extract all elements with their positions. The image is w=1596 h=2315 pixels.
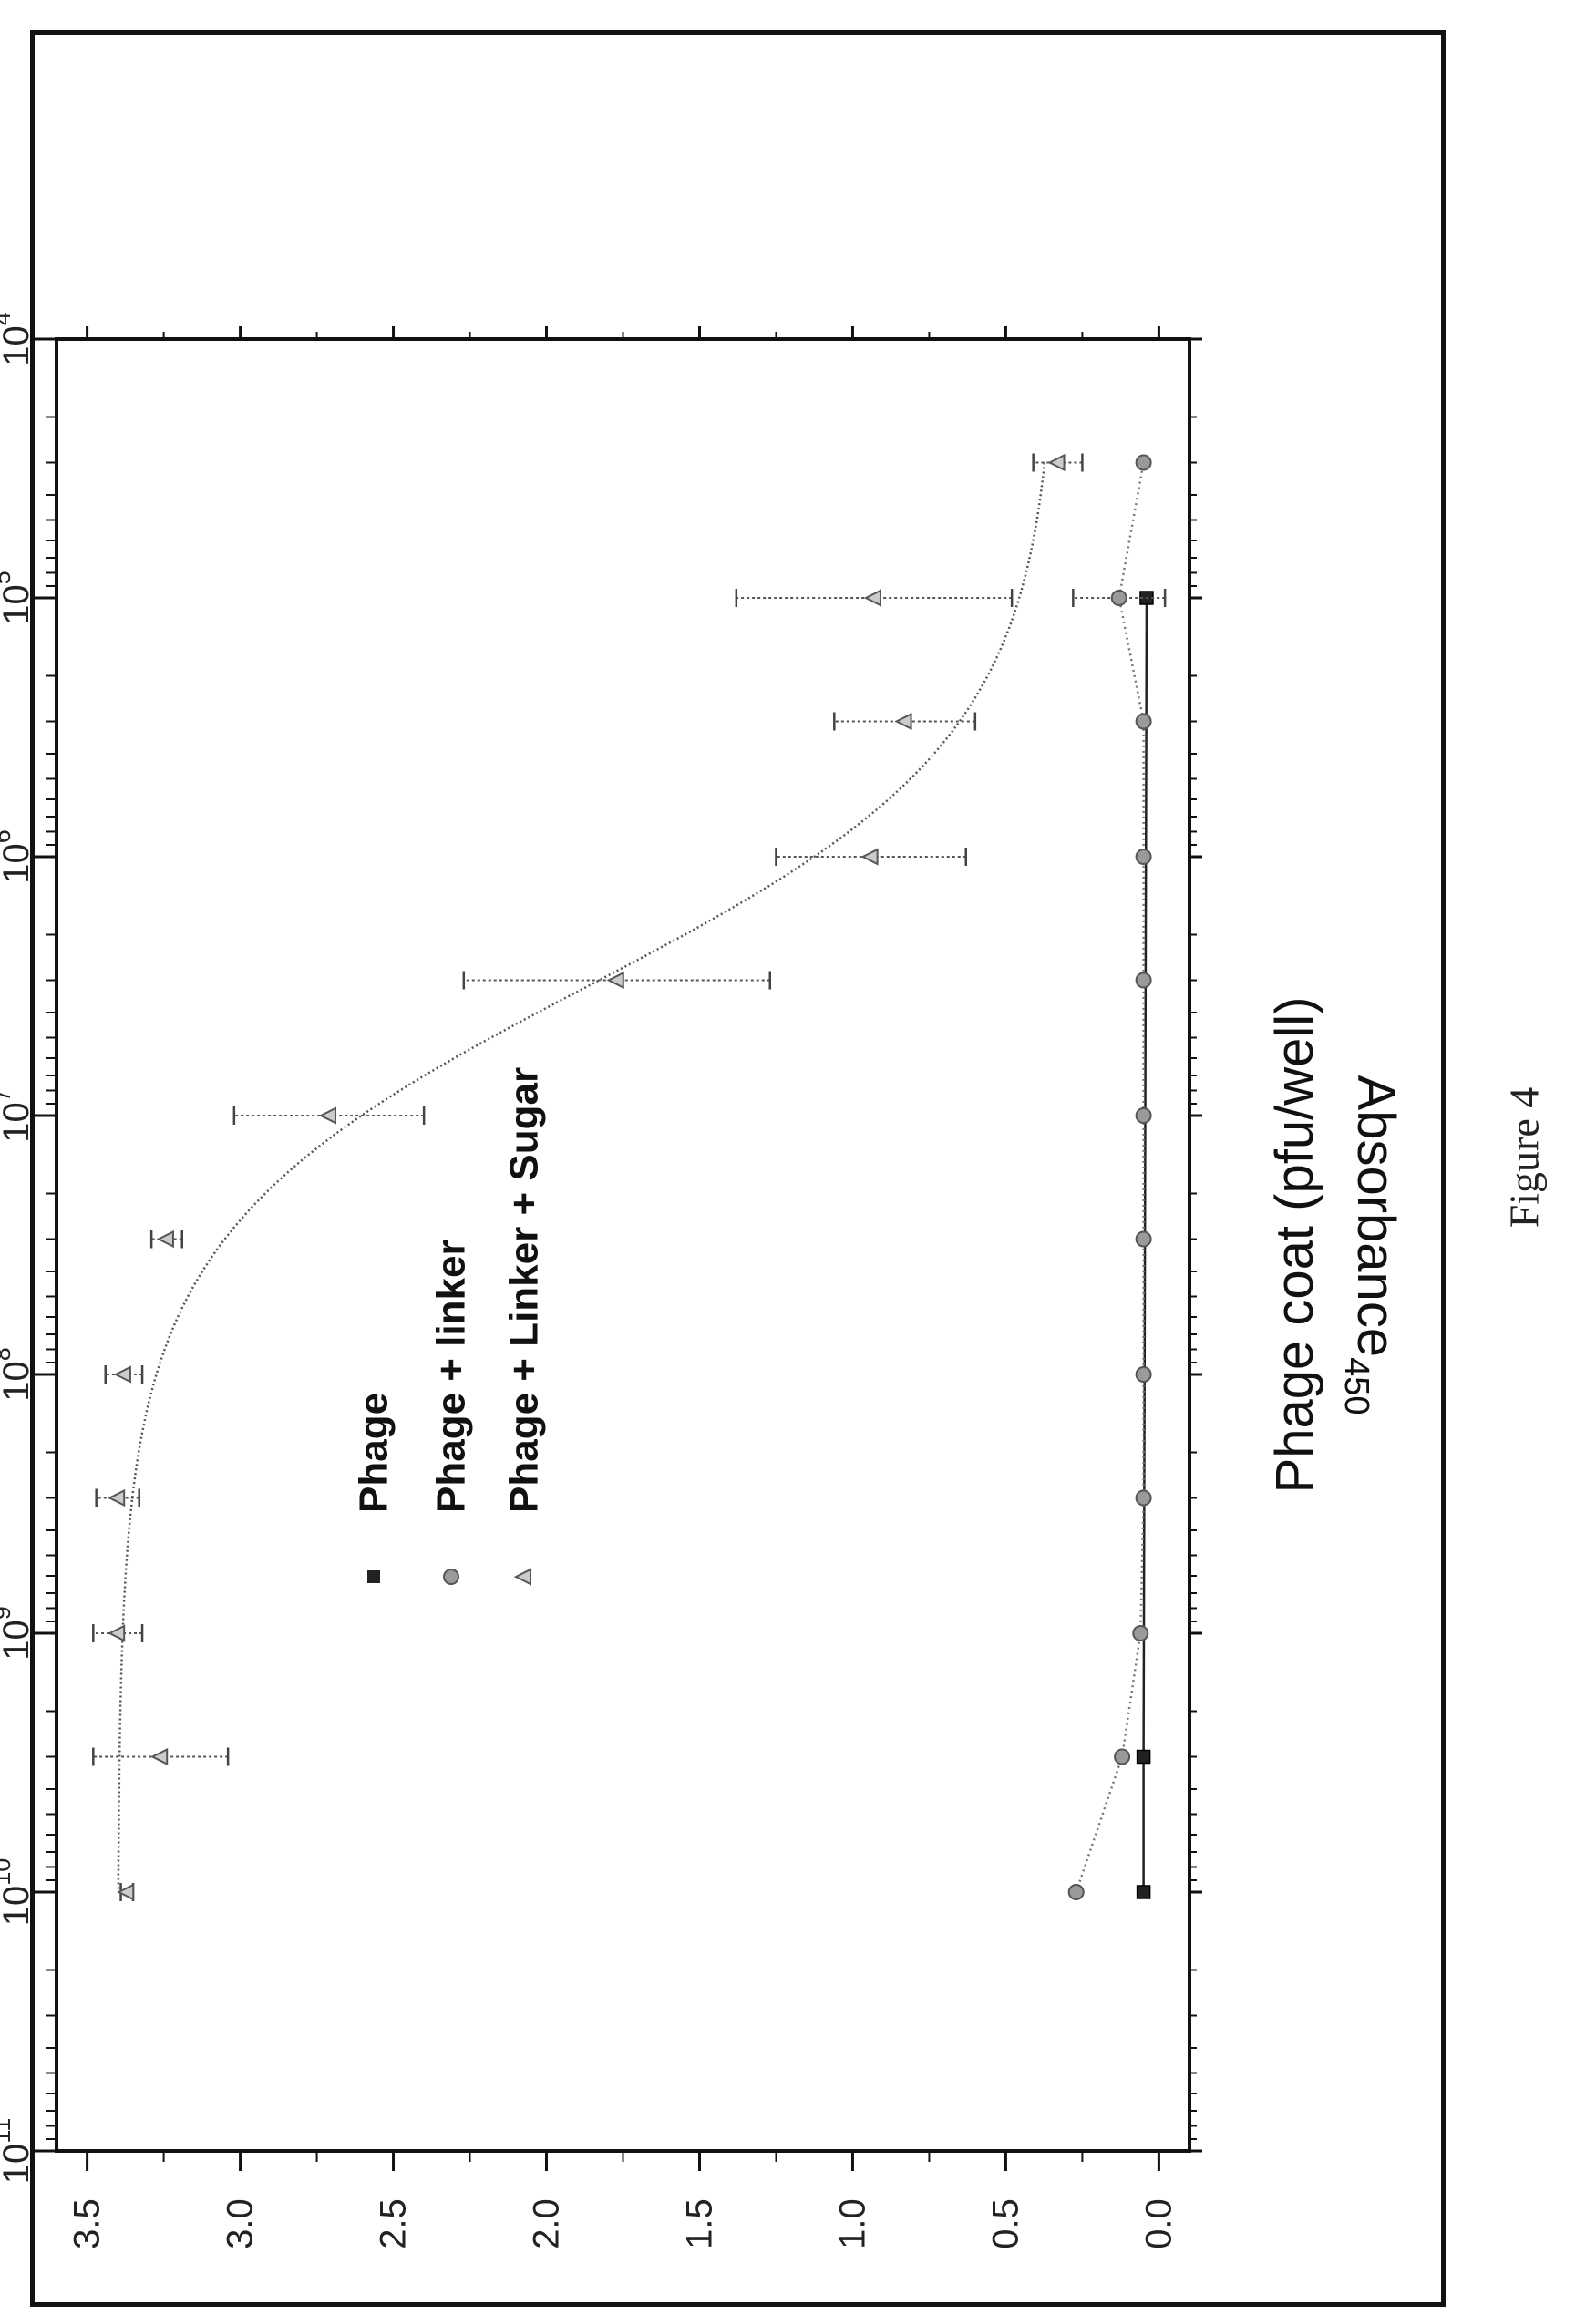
y-tick-label: 2.0 [527, 2198, 567, 2249]
legend-marker [443, 1569, 459, 1585]
y-tick-label: 1.0 [832, 2198, 872, 2249]
data-point [1136, 1885, 1151, 1899]
x-tick-label: 108 [0, 1347, 36, 1402]
figure-caption: Figure 4 [1500, 1086, 1548, 1229]
data-point [1135, 1489, 1152, 1507]
legend-marker [367, 1570, 380, 1583]
x-tick-label: 109 [0, 1606, 36, 1661]
y-tick-label: 2.5 [374, 2198, 414, 2249]
legend-label: Phage + linker [429, 1240, 474, 1513]
data-point [107, 1488, 126, 1507]
x-tick-label: 1011 [0, 2118, 36, 2185]
x-tick-label: 104 [0, 312, 36, 366]
data-point [606, 971, 624, 990]
legend-label: Phage [352, 1393, 396, 1513]
data-point [113, 1365, 131, 1384]
y-tick-label: 3.5 [67, 2198, 108, 2249]
legend-marker [513, 1568, 531, 1586]
data-point [117, 1883, 135, 1901]
series-line [1075, 462, 1145, 1893]
y-tick-label: 1.5 [679, 2198, 719, 2249]
y-axis-title: Absorbance450 [1337, 1075, 1406, 1415]
y-tick-label: 0.5 [985, 2198, 1025, 2249]
x-tick-label: 106 [0, 829, 36, 884]
x-tick-label: 105 [0, 571, 36, 625]
data-point [149, 1747, 169, 1766]
data-point [1114, 1748, 1131, 1765]
series-1 [1067, 454, 1167, 1900]
data-point [894, 712, 912, 731]
y-tick-label: 3.0 [221, 2198, 261, 2249]
data-point [318, 1106, 336, 1125]
x-axis-title: Phage coat (pfu/well) [1265, 997, 1324, 1494]
data-point [1135, 1107, 1152, 1124]
data-point [860, 848, 879, 866]
legend-label: Phage + Linker + Sugar [502, 1067, 547, 1513]
data-point [1047, 453, 1066, 472]
y-tick-label: 0.0 [1138, 2198, 1179, 2249]
data-point [1135, 454, 1152, 471]
data-point [863, 589, 881, 607]
data-point [1110, 590, 1127, 606]
data-point [1135, 972, 1152, 989]
data-point [1135, 713, 1152, 730]
series-2 [92, 453, 1084, 1901]
plot-frame [55, 337, 1191, 2153]
data-point [1135, 1230, 1152, 1248]
data-point [1135, 1366, 1152, 1383]
data-point [1067, 1884, 1085, 1900]
x-tick-label: 107 [0, 1088, 36, 1143]
data-point [1132, 1625, 1149, 1641]
x-tick-label: 1010 [0, 1858, 36, 1927]
figure-border [30, 30, 1446, 2307]
data-point [1136, 1749, 1151, 1765]
data-point [156, 1230, 174, 1249]
fit-curve-sugar [117, 462, 1046, 1892]
data-point [107, 1624, 126, 1642]
data-point [1135, 849, 1152, 865]
